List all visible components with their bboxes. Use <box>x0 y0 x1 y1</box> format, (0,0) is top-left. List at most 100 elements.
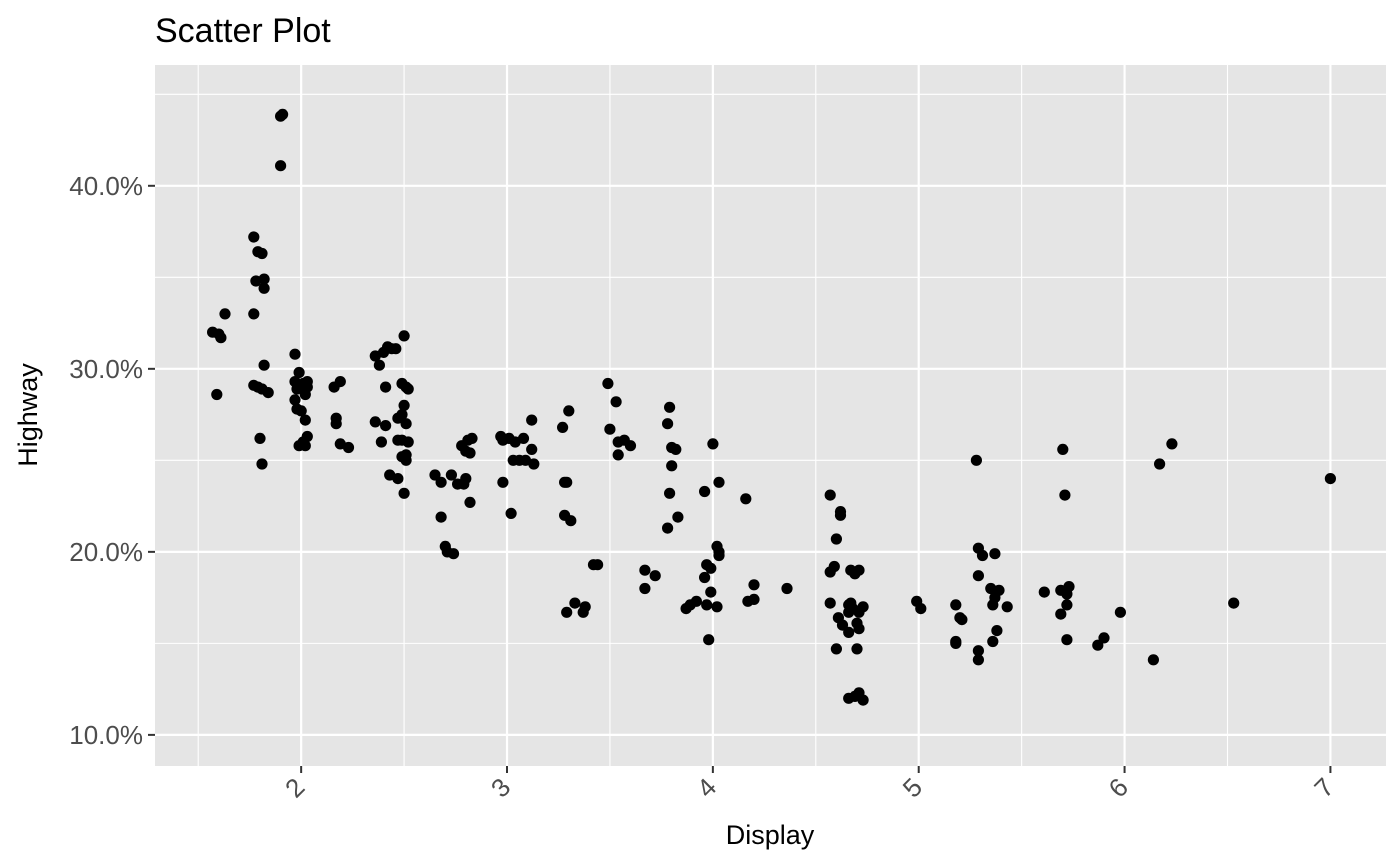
scatter-point <box>1147 654 1159 666</box>
scatter-point <box>262 387 274 399</box>
scatter-point <box>398 487 410 499</box>
scatter-point <box>711 601 723 613</box>
scatter-point <box>950 637 962 650</box>
scatter-point <box>987 635 999 648</box>
scatter-point <box>1055 608 1067 620</box>
chart-title: Scatter Plot <box>155 12 331 50</box>
scatter-point <box>1228 597 1240 609</box>
scatter-point <box>373 359 385 371</box>
scatter-point <box>742 595 754 607</box>
scatter-point <box>705 562 717 574</box>
scatter-point <box>289 348 301 360</box>
scatter-point <box>843 606 855 618</box>
scatter-point <box>256 247 268 260</box>
plot-panel <box>155 65 1386 766</box>
scatter-point <box>1061 599 1073 611</box>
scatter-point <box>402 383 414 395</box>
scatter-point <box>258 359 270 371</box>
scatter-point <box>219 308 231 320</box>
scatter-point <box>211 388 223 401</box>
scatter-point <box>639 564 651 576</box>
scatter-point <box>824 489 836 501</box>
x-tick-label: 6 <box>1102 772 1133 803</box>
scatter-point <box>293 366 305 379</box>
scatter-point <box>435 476 447 488</box>
scatter-point <box>1324 473 1336 485</box>
scatter-point <box>1154 458 1166 470</box>
scatter-point <box>517 432 530 444</box>
scatter-point <box>713 549 725 562</box>
scatter-point <box>664 401 676 413</box>
scatter-point <box>699 571 711 584</box>
scatter-point <box>505 507 517 519</box>
scatter-point <box>853 564 865 576</box>
scatter-point <box>830 533 843 545</box>
y-tick-label: 10.0% <box>69 720 143 750</box>
x-tick-label: 3 <box>485 772 516 803</box>
scatter-point <box>445 469 457 481</box>
scatter-point <box>258 282 270 294</box>
scatter-point <box>662 522 674 534</box>
scatter-point <box>1114 606 1126 618</box>
scatter-point <box>277 108 289 120</box>
scatter-point <box>402 436 414 448</box>
scatter-point <box>612 449 624 461</box>
scatter-point <box>836 619 849 631</box>
scatter-point <box>703 634 715 646</box>
scatter-point <box>950 599 962 611</box>
scatter-point <box>557 421 569 433</box>
scatter-point <box>987 599 999 611</box>
scatter-point <box>435 511 447 523</box>
scatter-point <box>851 643 863 655</box>
y-axis: 10.0% 20.0% 30.0% 40.0% <box>69 171 155 750</box>
y-tick-label: 20.0% <box>69 537 143 567</box>
scatter-point <box>248 308 260 320</box>
scatter-point <box>248 231 260 243</box>
scatter-point <box>666 460 678 472</box>
scatter-point <box>1038 586 1050 598</box>
scatter-point <box>1098 632 1110 644</box>
scatter-point <box>699 485 711 498</box>
scatter-point <box>713 476 725 488</box>
scatter-point <box>342 441 355 454</box>
data-points <box>207 108 1336 706</box>
scatter-point <box>701 599 713 611</box>
scatter-point <box>824 597 836 609</box>
y-tick-label: 40.0% <box>69 171 143 201</box>
scatter-point <box>254 432 266 444</box>
scatter-point <box>400 418 412 430</box>
y-axis-title: Highway <box>13 363 43 467</box>
scatter-point <box>497 434 509 446</box>
scatter-point <box>565 515 577 527</box>
scatter-point <box>464 496 476 508</box>
scatter-point <box>256 458 268 470</box>
scatter-point <box>447 548 460 560</box>
scatter-point <box>275 160 287 172</box>
scatter-point <box>390 343 402 355</box>
scatter-point <box>857 601 869 613</box>
x-tick-label: 2 <box>279 772 310 803</box>
scatter-point <box>824 566 836 578</box>
x-axis-title: Display <box>726 820 815 850</box>
scatter-point <box>662 418 674 430</box>
y-tick-label: 30.0% <box>69 354 143 384</box>
scatter-point <box>330 418 342 430</box>
scatter-point <box>396 409 408 421</box>
scatter-point <box>834 509 847 521</box>
scatter-point <box>972 654 985 666</box>
scatter-point <box>972 570 985 582</box>
scatter-point <box>915 603 927 615</box>
scatter-point <box>989 548 1001 560</box>
scatter-point <box>392 473 404 485</box>
scatter-point <box>398 330 410 342</box>
scatter-point <box>299 414 311 426</box>
scatter-point <box>334 376 346 388</box>
scatter-point <box>1166 438 1178 450</box>
scatter-point <box>1092 639 1104 651</box>
scatter-point <box>563 405 575 417</box>
scatter-point <box>664 487 676 499</box>
scatter-point <box>670 443 682 455</box>
scatter-point <box>497 476 509 488</box>
scatter-point <box>672 511 684 523</box>
